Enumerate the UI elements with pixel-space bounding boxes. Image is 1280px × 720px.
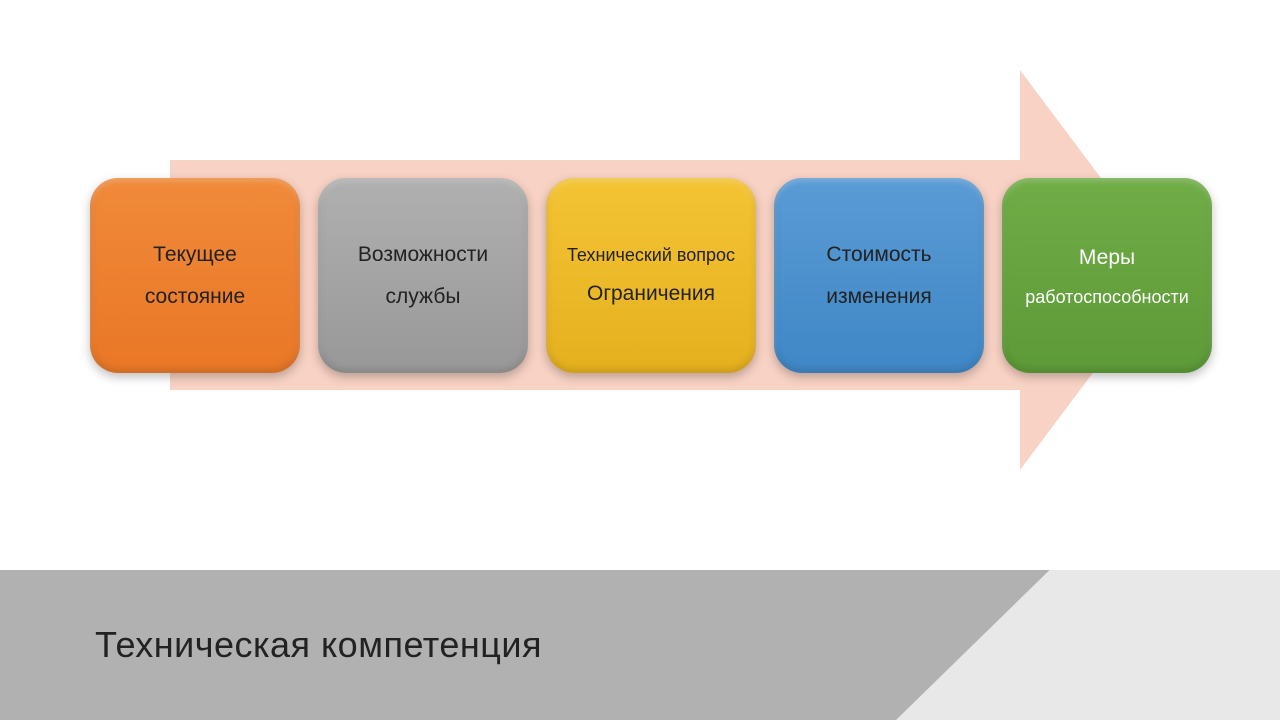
process-box-5: Меры работоспособности xyxy=(1002,178,1212,373)
process-box-4: Стоимость изменения xyxy=(774,178,984,373)
box-text-1a: Текущее xyxy=(153,234,237,276)
box-text-2a: Возможности xyxy=(358,234,488,276)
process-boxes: Текущее состояние Возможности службы Тех… xyxy=(90,178,1212,373)
box-text-2b: службы xyxy=(386,276,461,318)
box-text-5a: Меры xyxy=(1079,237,1135,279)
process-box-1: Текущее состояние xyxy=(90,178,300,373)
footer-title: Техническая компетенция xyxy=(95,624,542,666)
box-text-3a: Технический вопрос xyxy=(567,237,735,273)
box-text-4b: изменения xyxy=(826,276,931,318)
box-text-1b: состояние xyxy=(145,276,245,318)
box-text-5b: работоспособности xyxy=(1025,279,1189,315)
box-text-4a: Стоимость xyxy=(826,234,931,276)
process-box-2: Возможности службы xyxy=(318,178,528,373)
footer: Техническая компетенция xyxy=(0,570,1280,720)
box-text-3b: Ограничения xyxy=(587,273,715,315)
process-box-3: Технический вопрос Ограничения xyxy=(546,178,756,373)
